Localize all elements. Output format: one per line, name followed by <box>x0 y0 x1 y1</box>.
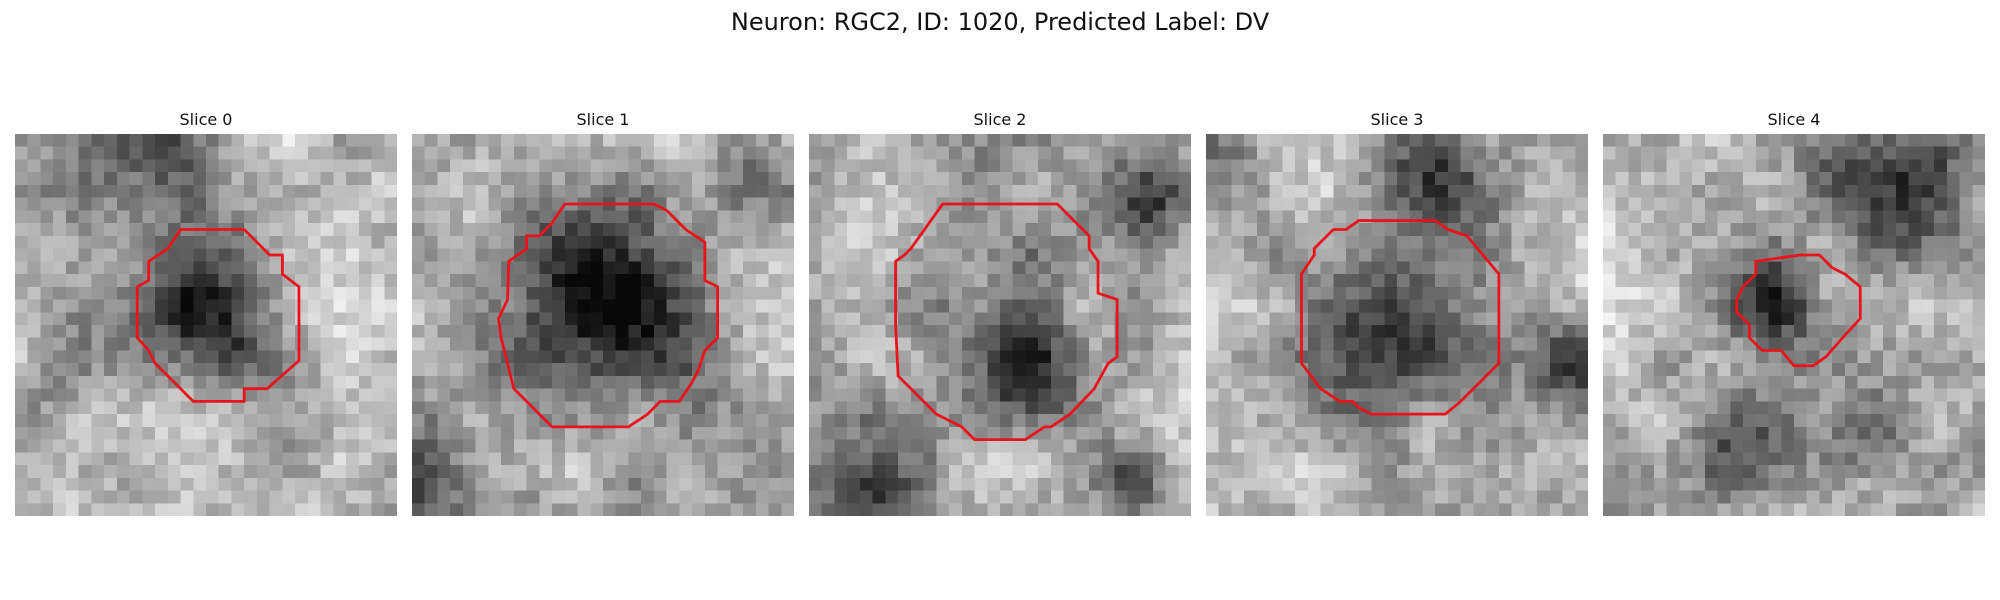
slice-title: Slice 1 <box>576 110 630 129</box>
slice-image <box>809 134 1191 516</box>
slice-image <box>15 134 397 516</box>
pixel-grid <box>412 134 794 516</box>
slice-image <box>1206 134 1588 516</box>
pixel-grid <box>1206 134 1588 516</box>
pixel-grid <box>1603 134 1985 516</box>
slice-panel-1: Slice 1 <box>412 108 794 516</box>
slice-title: Slice 0 <box>179 110 233 129</box>
pixel-grid <box>809 134 1191 516</box>
slice-panel-3: Slice 3 <box>1206 108 1588 516</box>
figure-title: Neuron: RGC2, ID: 1020, Predicted Label:… <box>730 8 1270 36</box>
slice-panel-4: Slice 4 <box>1603 108 1985 516</box>
slice-title: Slice 3 <box>1370 110 1424 129</box>
neuron-contour <box>1735 253 1862 368</box>
pixel-grid <box>15 134 397 516</box>
neuron-contour <box>894 202 1119 442</box>
slice-title: Slice 2 <box>973 110 1027 129</box>
neuron-contour <box>135 228 301 403</box>
slice-panel-0: Slice 0 <box>15 108 397 516</box>
neuron-contour <box>1300 219 1501 416</box>
neuron-contour <box>497 202 720 429</box>
slice-image <box>1603 134 1985 516</box>
slice-image <box>412 134 794 516</box>
slice-title: Slice 4 <box>1767 110 1821 129</box>
slice-panel-2: Slice 2 <box>809 108 1191 516</box>
